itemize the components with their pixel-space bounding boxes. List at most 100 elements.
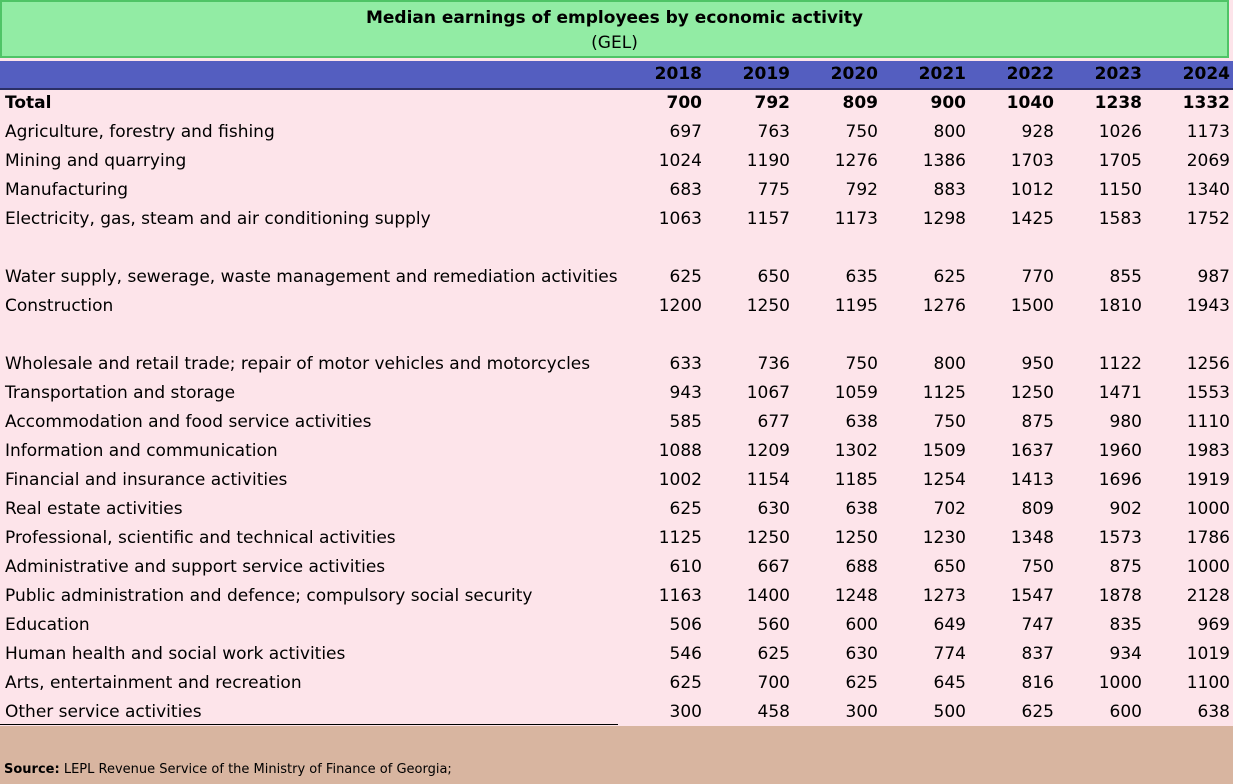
table-cell: 875 (1109, 557, 1142, 577)
table-cell: 774 (933, 644, 966, 664)
table-cell: 980 (1109, 412, 1142, 432)
table-cell: 1185 (834, 470, 878, 490)
table-cell: 1276 (834, 151, 878, 171)
table-cell: 625 (757, 644, 790, 664)
table-cell: 1157 (746, 209, 790, 229)
row-label: Total (5, 93, 52, 113)
table-cell: 1012 (1010, 180, 1054, 200)
table-row: Water supply, sewerage, waste management… (0, 263, 1233, 292)
table-cell: 950 (1021, 354, 1054, 374)
row-label: Financial and insurance activities (5, 470, 288, 490)
footer: Source: LEPL Revenue Service of the Mini… (0, 726, 1233, 784)
table-cell: 1471 (1098, 383, 1142, 403)
table-cell: 934 (1109, 644, 1142, 664)
table-row: Mining and quarrying 1024 1190 1276 1386 1703… (0, 147, 1233, 176)
table-cell: 546 (669, 644, 702, 664)
table-cell: 1000 (1098, 673, 1142, 693)
table-row: Education 506 560 600 649 747 835 969 (0, 611, 1233, 640)
year-header-cell: 2021 (918, 64, 966, 84)
row-label: Water supply, sewerage, waste management… (5, 267, 618, 287)
table-cell: 1386 (922, 151, 966, 171)
table-cell: 645 (933, 673, 966, 693)
table-cell: 747 (1021, 615, 1054, 635)
table-cell: 1705 (1098, 151, 1142, 171)
table-cell: 1348 (1010, 528, 1054, 548)
table-cell: 650 (933, 557, 966, 577)
source-text: LEPL Revenue Service of the Ministry of … (59, 762, 452, 777)
table-cell: 1425 (1010, 209, 1054, 229)
table-cell: 1026 (1098, 122, 1142, 142)
table-cell: 688 (845, 557, 878, 577)
table-cell: 625 (669, 267, 702, 287)
table-row: Electricity, gas, steam and air conditio… (0, 205, 1233, 234)
table-cell: 809 (1021, 499, 1054, 519)
table-cell: 750 (845, 122, 878, 142)
table-cell: 1002 (658, 470, 702, 490)
table-row: Manufacturing 683 775 792 883 1012 1150 1340 (0, 176, 1233, 205)
table-cell: 630 (757, 499, 790, 519)
table-cell: 500 (933, 702, 966, 722)
year-header: 2018 2019 2020 2021 2022 2023 2024 (0, 61, 1233, 90)
table-title: Median earnings of employees by economic… (365, 8, 864, 28)
table-cell: 969 (1197, 615, 1230, 635)
table-cell: 1960 (1098, 441, 1142, 461)
row-label: Accommodation and food service activitie… (5, 412, 372, 432)
table-cell: 736 (757, 354, 790, 374)
source-note: Source: LEPL Revenue Service of the Mini… (4, 762, 452, 777)
table-cell: 816 (1021, 673, 1054, 693)
table-cell: 1943 (1186, 296, 1230, 316)
table-cell: 770 (1021, 267, 1054, 287)
table-cell: 1019 (1186, 644, 1230, 664)
year-header-cell: 2024 (1182, 64, 1230, 84)
year-header-cell: 2018 (654, 64, 702, 84)
table-cell: 1703 (1010, 151, 1054, 171)
table-cell: 1067 (746, 383, 790, 403)
source-label: Source: (4, 762, 60, 777)
table-cell: 300 (669, 702, 702, 722)
table-cell: 1810 (1098, 296, 1142, 316)
table-row: Administrative and support service activ… (0, 553, 1233, 582)
table-cell: 792 (845, 180, 878, 200)
table-row: Agriculture, forestry and fishing 697 763 7… (0, 118, 1233, 147)
row-label: Information and communication (5, 441, 278, 461)
table-cell: 1500 (1010, 296, 1054, 316)
row-label: Administrative and support service activ… (5, 557, 386, 577)
table-cell: 638 (845, 412, 878, 432)
table-cell: 1000 (1186, 557, 1230, 577)
table-cell: 837 (1021, 644, 1054, 664)
table-cell: 1256 (1186, 354, 1230, 374)
table-cell: 1000 (1186, 499, 1230, 519)
table-cell: 625 (1021, 702, 1054, 722)
table-cell: 1273 (922, 586, 966, 606)
table-cell: 638 (1197, 702, 1230, 722)
table-row: Financial and insurance activities 1002 11… (0, 466, 1233, 495)
table-cell: 625 (845, 673, 878, 693)
year-header-cell: 2022 (1006, 64, 1054, 84)
table-row: Human health and social work activities 5… (0, 640, 1233, 669)
title-box: Median earnings of employees by economic… (0, 0, 1229, 58)
row-label: Public administration and defence; compu… (5, 586, 533, 606)
table-cell: 1173 (834, 209, 878, 229)
table-cell: 1696 (1098, 470, 1142, 490)
table-body: Total 700 792 809 900 1040 1238 1332 Agriculture… (0, 89, 1233, 727)
table-cell: 1163 (658, 586, 702, 606)
table-cell: 1024 (658, 151, 702, 171)
table-cell: 1173 (1186, 122, 1230, 142)
table-cell: 1786 (1186, 528, 1230, 548)
row-label: Agriculture, forestry and fishing (5, 122, 275, 142)
table-row: Transportation and storage 943 1067 1059 112… (0, 379, 1233, 408)
table-cell: 1878 (1098, 586, 1142, 606)
table-cell: 775 (757, 180, 790, 200)
row-label: Manufacturing (5, 180, 129, 200)
table-cell: 1150 (1098, 180, 1142, 200)
table-cell: 1059 (834, 383, 878, 403)
table-cell: 650 (757, 267, 790, 287)
table-cell: 943 (669, 383, 702, 403)
row-label: Other service activities (5, 702, 202, 722)
table-cell: 649 (933, 615, 966, 635)
table-cell: 800 (933, 354, 966, 374)
table-cell: 928 (1021, 122, 1054, 142)
table-cell: 1340 (1186, 180, 1230, 200)
table-row: Information and communication 1088 1209 130… (0, 437, 1233, 466)
table-cell: 600 (1109, 702, 1142, 722)
